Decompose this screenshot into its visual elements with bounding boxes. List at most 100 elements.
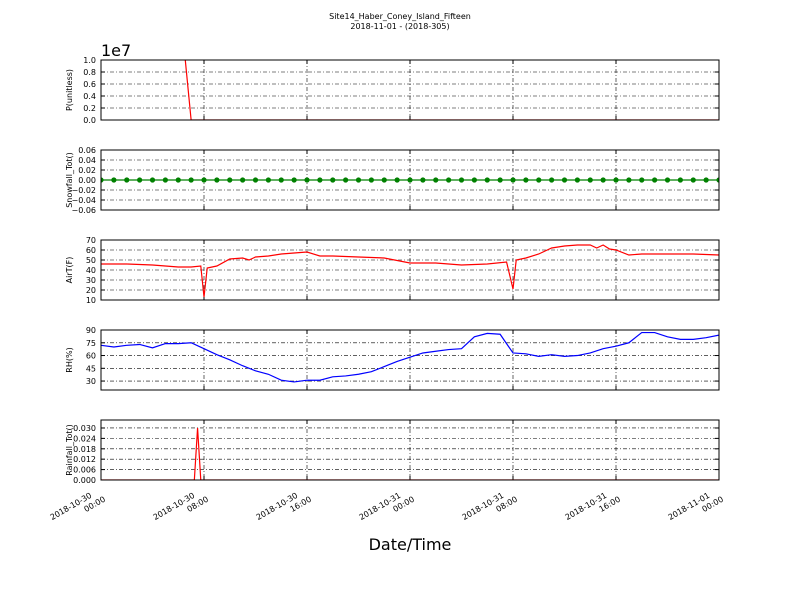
data-point xyxy=(587,177,593,183)
figure-subtitle: 2018-11-01 - (2018-305) xyxy=(350,22,449,31)
y-tick-label: 1.0 xyxy=(83,56,96,65)
data-point xyxy=(265,177,271,183)
y-tick-label: 0.018 xyxy=(73,445,96,454)
y-tick-label: 0.006 xyxy=(73,466,96,475)
series xyxy=(101,244,719,298)
y-tick-label: 0.4 xyxy=(83,92,96,101)
y-tick-label: 0.000 xyxy=(73,476,96,485)
data-point xyxy=(446,177,452,183)
y-tick-label: 30 xyxy=(86,377,96,386)
data-point xyxy=(291,177,297,183)
data-point xyxy=(458,177,465,183)
data-line xyxy=(101,331,719,383)
data-point xyxy=(433,177,439,183)
data-point xyxy=(471,177,477,183)
data-point xyxy=(188,177,194,183)
data-point xyxy=(703,177,709,183)
y-tick-label: 60 xyxy=(86,246,96,255)
y-tick-label: 45 xyxy=(86,364,96,373)
data-point xyxy=(690,177,696,183)
data-point xyxy=(561,177,568,183)
data-point xyxy=(536,177,542,183)
series xyxy=(184,60,719,120)
axes-frame xyxy=(100,149,720,211)
data-point xyxy=(240,177,246,183)
data-point xyxy=(252,177,259,183)
y-axis-label: Snowfall_Tot() xyxy=(65,152,74,208)
data-point xyxy=(626,177,632,183)
data-point xyxy=(278,177,284,183)
y-tick-label: 0.030 xyxy=(73,424,96,433)
y-tick-label: 0.0 xyxy=(83,116,96,125)
data-point xyxy=(716,177,719,183)
data-line xyxy=(101,427,719,480)
data-point xyxy=(420,177,426,183)
data-point xyxy=(664,177,671,183)
y-tick-label: −0.04 xyxy=(71,196,96,205)
y-axis-label: RH(%) xyxy=(65,347,74,372)
data-point xyxy=(201,177,207,183)
y-tick-label: 50 xyxy=(86,256,96,265)
y-axis-label: Rainfall_Tot() xyxy=(65,424,74,476)
y-tick-label: 0.00 xyxy=(78,176,96,185)
offset-label: 1e7 xyxy=(101,41,131,60)
x-axis-label: Date/Time xyxy=(369,535,452,554)
data-point xyxy=(214,177,220,183)
data-point xyxy=(137,177,143,183)
y-axis-label: P(unitless) xyxy=(65,69,74,111)
data-point xyxy=(484,177,490,183)
series xyxy=(101,331,719,383)
data-point xyxy=(407,177,413,183)
data-point xyxy=(124,177,130,183)
y-axis-label: AirT(F) xyxy=(65,257,74,284)
y-tick-label: 60 xyxy=(86,352,96,361)
y-tick-label: 75 xyxy=(86,339,96,348)
figure-title: Site14_Haber_Coney_Island_Fifteen xyxy=(329,12,471,21)
y-tick-label: 0.024 xyxy=(73,434,96,443)
data-point xyxy=(510,177,516,183)
series xyxy=(101,427,719,480)
axes-frame xyxy=(100,59,720,121)
y-tick-label: 70 xyxy=(86,236,96,245)
data-point xyxy=(304,177,310,183)
data-point xyxy=(162,177,168,183)
y-tick-label: −0.02 xyxy=(71,186,96,195)
data-point xyxy=(652,177,658,183)
data-point xyxy=(368,177,374,183)
y-tick-label: 0.8 xyxy=(83,68,96,77)
y-tick-label: 0.06 xyxy=(78,146,96,155)
data-point xyxy=(497,177,503,183)
y-tick-label: 30 xyxy=(86,276,96,285)
data-point xyxy=(317,177,323,183)
data-line xyxy=(101,244,719,298)
data-point xyxy=(101,177,104,183)
y-tick-label: 0.02 xyxy=(78,166,96,175)
y-tick-label: 10 xyxy=(86,296,96,305)
y-tick-label: 20 xyxy=(86,286,96,295)
y-tick-label: 90 xyxy=(86,326,96,335)
y-tick-label: 0.04 xyxy=(78,156,96,165)
data-point xyxy=(381,177,387,183)
data-point xyxy=(639,177,645,183)
data-point xyxy=(600,177,606,183)
data-point xyxy=(549,177,555,183)
data-point xyxy=(394,177,400,183)
y-tick-label: 0.2 xyxy=(83,104,96,113)
data-point xyxy=(227,177,233,183)
data-point xyxy=(613,177,619,183)
data-point xyxy=(149,177,156,183)
axes-frame xyxy=(100,329,720,391)
data-point xyxy=(343,177,349,183)
y-tick-label: 0.6 xyxy=(83,80,96,89)
axes-frame xyxy=(100,419,720,481)
y-tick-label: 40 xyxy=(86,266,96,275)
y-tick-label: 0.012 xyxy=(73,455,96,464)
y-tick-label: −0.06 xyxy=(71,206,96,215)
data-point xyxy=(111,177,117,183)
data-point xyxy=(330,177,336,183)
data-point xyxy=(677,177,683,183)
data-point xyxy=(574,177,580,183)
series xyxy=(101,177,719,183)
data-point xyxy=(523,177,529,183)
